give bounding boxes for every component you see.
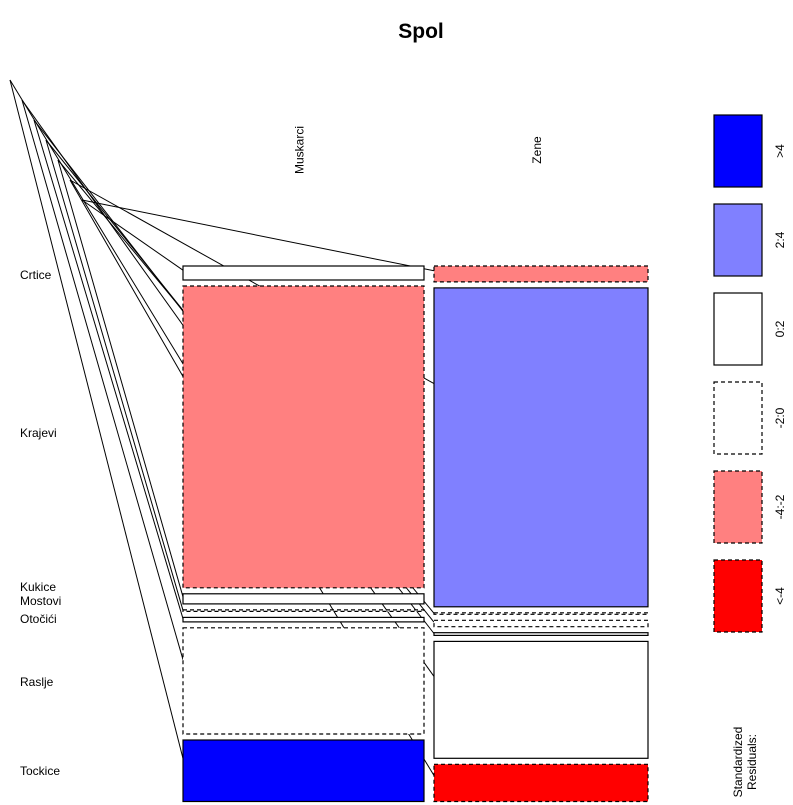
row-label-krajevi: Krajevi [20,426,57,440]
connector-krajevi-muskarci [69,179,184,377]
legend-title-line-1: Standardized [731,727,745,798]
connector-crtice-zene [81,199,435,272]
cell-krajevi-zene [433,287,649,608]
connector-raslje-muskarci [21,99,184,660]
row-label-raslje: Raslje [20,675,54,689]
legend-label-2: 0:2 [773,320,787,337]
cell-tockice-muskarci [182,739,425,803]
connector-mostovi-muskarci [45,139,184,611]
legend: >4 2:4 0:2 -2:0 -4:-2 <-4 Standardized Residual… [713,114,787,798]
cell-mostovi-muskarci [182,609,425,613]
legend-swatch-4 [713,114,763,188]
legend-swatch-0-2 [713,292,763,366]
cell-krajevi-muskarci [182,285,425,589]
row-label-crtice: Crtice [20,268,52,282]
row-label-otocici: Otočići [20,612,57,626]
legend-swatch-4 [713,559,763,633]
cell-otocici-zene [433,632,649,637]
legend-swatch-2-0 [713,381,763,455]
cell-crtice-zene [433,265,649,283]
cell-kukice-muskarci [182,593,425,605]
cell-kukice-zene [433,612,649,615]
column-labels: Muskarci Zene [293,126,545,174]
connector-tockice-muskarci [9,79,184,759]
row-label-mostovi: Mostovi [20,594,61,608]
connector-crtice-muskarci [81,199,184,271]
connector-kukice-muskarci [57,159,184,597]
legend-swatch-2-4 [713,203,763,277]
legend-label-5: <-4 [773,587,787,605]
legend-title-line-2: Residuals: [745,734,759,790]
connector-otocici-muskarci [33,119,184,619]
row-label-tockice: Tockice [20,764,60,778]
legend-label-3: -2:0 [773,407,787,428]
column-label-muskarci: Muskarci [293,126,307,174]
legend-label-0: >4 [773,144,787,158]
chart-title: Spol [398,20,444,43]
cell-mostovi-zene [433,619,649,628]
cell-tockice-zene [433,763,649,803]
cell-otocici-muskarci [182,616,425,623]
cell-raslje-muskarci [182,627,425,735]
legend-swatch-4-2 [713,470,763,544]
row-label-kukice: Kukice [20,580,56,594]
cell-crtice-muskarci [182,265,425,281]
legend-label-4: -4:-2 [773,494,787,519]
column-label-zene: Zene [530,136,544,164]
cell-raslje-zene [433,640,649,759]
legend-label-1: 2:4 [773,231,787,248]
mosaic-cells [182,265,649,803]
